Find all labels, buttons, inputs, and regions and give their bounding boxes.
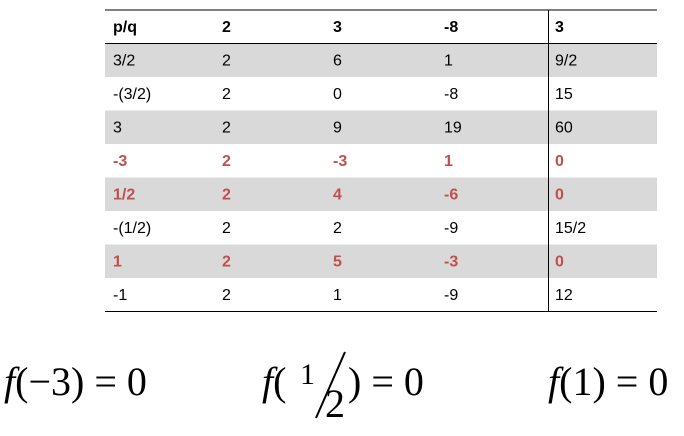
cell: -6 — [444, 186, 458, 203]
table: p/q 2 3 -8 33/2 2 6 1 9/2-(3/2) 2 0 -8 153 2 9 19 60-3 2-… — [113, 19, 586, 304]
cell: 9/2 — [555, 52, 577, 69]
cell: 2 — [222, 86, 231, 103]
cell: 2 — [222, 253, 231, 270]
cell: -9 — [444, 287, 458, 304]
cell: 2 — [222, 153, 231, 170]
cell: 19 — [444, 119, 462, 136]
cell: 60 — [555, 119, 573, 136]
cell: 6 — [333, 52, 342, 69]
cell: 5 — [333, 253, 342, 270]
cell: 4 — [333, 186, 342, 203]
cell: 0 — [555, 186, 564, 203]
cell: 2 — [222, 186, 231, 203]
row-shade — [105, 110, 657, 144]
cell: -(1/2) — [113, 220, 151, 237]
header-cell: 3 — [333, 19, 342, 36]
cell: -9 — [444, 220, 458, 237]
cell: 0 — [333, 86, 342, 103]
cell: 2 — [222, 119, 231, 136]
equation: f(−3) = 0 — [4, 359, 147, 404]
close: ) — [348, 359, 361, 404]
cell: 12 — [555, 287, 573, 304]
row-shade — [105, 43, 657, 77]
eq-right: ) = 0 — [348, 359, 424, 404]
cell: 1/2 — [113, 186, 135, 203]
eq-left: f( — [262, 359, 286, 404]
equation: f( 1 2 ) = 0 — [262, 351, 424, 426]
cell: 15/2 — [555, 220, 586, 237]
cell: 3 — [113, 119, 122, 136]
header-cell: p/q — [113, 19, 137, 36]
row-shade — [105, 177, 657, 211]
cell: 3/2 — [113, 52, 135, 69]
open: ( — [273, 359, 286, 404]
cell: 1 — [333, 287, 342, 304]
cell: -(3/2) — [113, 86, 151, 103]
cell: 2 — [333, 220, 342, 237]
cell: 9 — [333, 119, 342, 136]
rhs: = 0 — [616, 359, 669, 404]
cell: 1 — [113, 253, 122, 270]
row-shading — [105, 43, 657, 278]
rhs: = 0 — [371, 359, 424, 404]
fraction-slash — [315, 351, 346, 419]
cell: 2 — [222, 220, 231, 237]
cell: 0 — [555, 153, 564, 170]
cell: 2 — [222, 52, 231, 69]
denominator: 2 — [325, 381, 345, 426]
row-shade — [105, 244, 657, 278]
header-cell: 2 — [222, 19, 231, 36]
cell: -8 — [444, 86, 458, 103]
rhs: = 0 — [94, 359, 147, 404]
cell: -3 — [444, 253, 458, 270]
cell: -3 — [113, 153, 127, 170]
cell: 2 — [222, 287, 231, 304]
cell: 0 — [555, 253, 564, 270]
cell: 15 — [555, 86, 573, 103]
args: (1) — [559, 359, 606, 404]
header-cell: 3 — [555, 19, 564, 36]
args: (−3) — [15, 359, 84, 404]
cell: -3 — [333, 153, 347, 170]
equation: f(1) = 0 — [548, 359, 668, 404]
cell: 1 — [444, 153, 453, 170]
header-cell: -8 — [444, 19, 458, 36]
cell: 1 — [444, 52, 453, 69]
numerator: 1 — [300, 358, 315, 391]
cell: -1 — [113, 287, 127, 304]
